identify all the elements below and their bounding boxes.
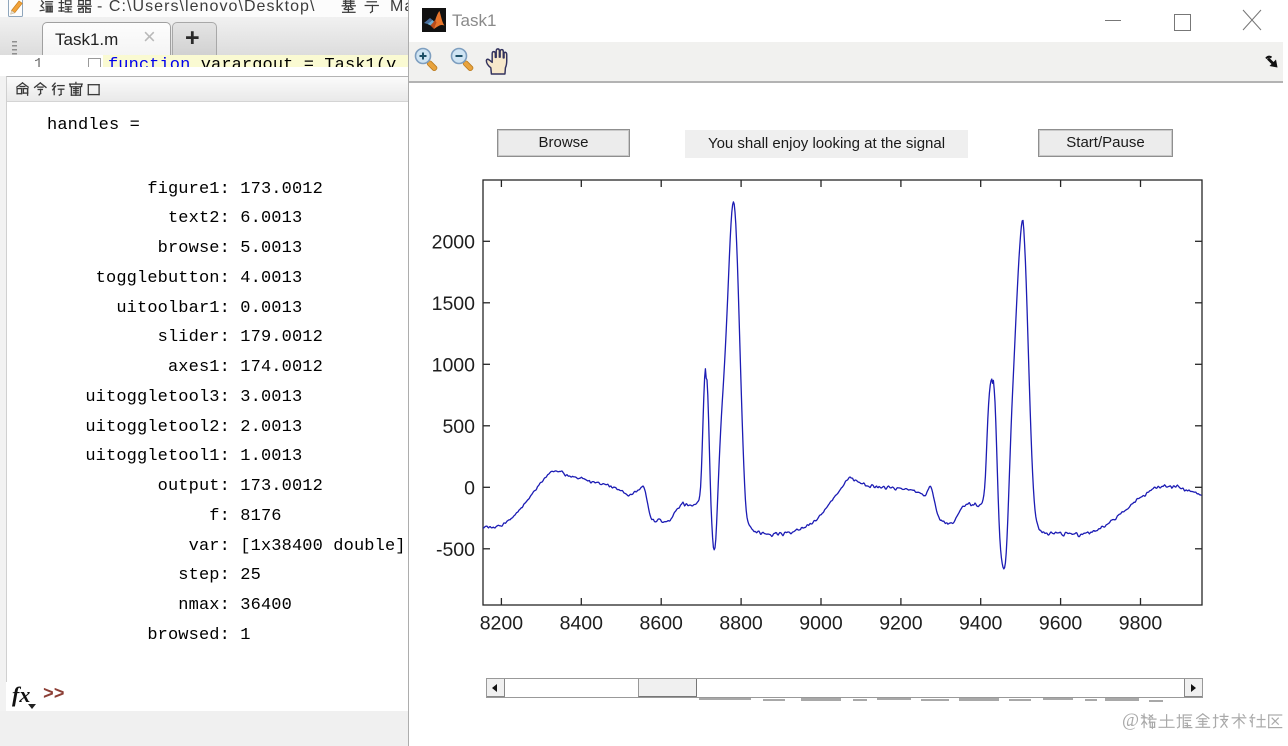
svg-text:9000: 9000: [799, 613, 843, 635]
svg-text:500: 500: [442, 416, 475, 438]
svg-text:9600: 9600: [1039, 613, 1083, 635]
svg-text:9200: 9200: [879, 613, 923, 635]
svg-text:0: 0: [464, 477, 475, 499]
svg-text:8200: 8200: [480, 613, 524, 635]
svg-text:8800: 8800: [719, 613, 763, 635]
svg-text:9800: 9800: [1119, 613, 1163, 635]
svg-text:1500: 1500: [432, 293, 476, 315]
svg-text:1000: 1000: [432, 354, 476, 376]
svg-text:8400: 8400: [560, 613, 604, 635]
svg-text:2000: 2000: [432, 231, 476, 253]
svg-text:9400: 9400: [959, 613, 1003, 635]
svg-text:-500: -500: [436, 539, 475, 561]
svg-text:8600: 8600: [640, 613, 684, 635]
